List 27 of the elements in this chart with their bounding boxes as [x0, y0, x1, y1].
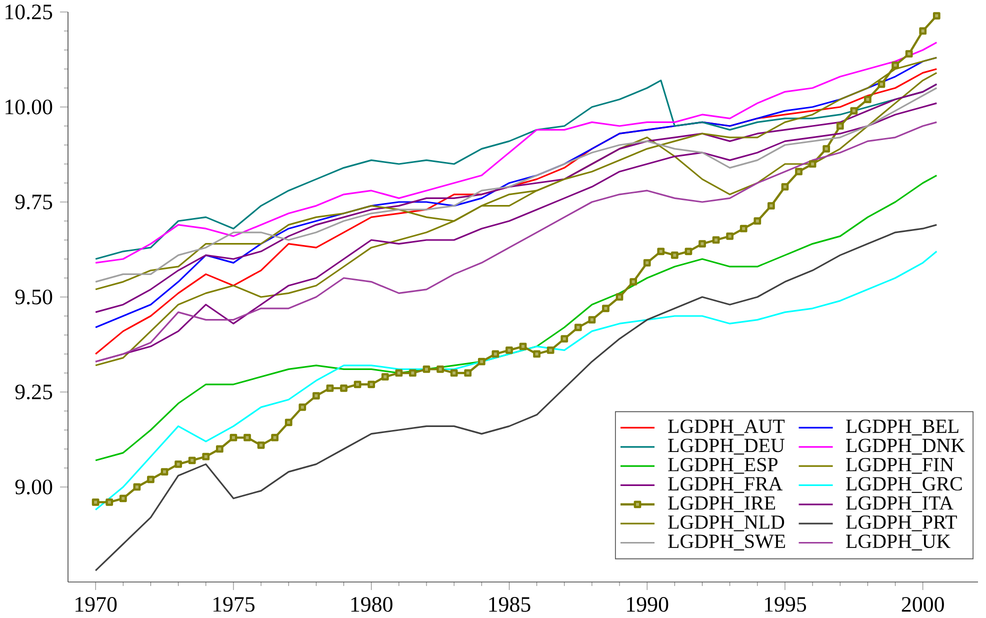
- legend-label: LGDPH_BEL: [846, 420, 958, 436]
- x-tick-label: 1990: [627, 597, 668, 612]
- legend-label: LGDPH_ITA: [846, 496, 954, 512]
- y-tick-label: 9.25: [15, 384, 52, 400]
- y-tick-label: 9.00: [15, 480, 52, 494]
- legend-label: LGDPH_PRT: [846, 515, 957, 532]
- legend-label: LGDPH_DEU: [668, 438, 784, 455]
- x-tick-label: 1975: [213, 597, 255, 612]
- legend-label: LGDPH_IRE: [668, 496, 776, 512]
- legend-label: LGDPH_AUT: [668, 420, 785, 436]
- x-tick-label: 1980: [351, 597, 392, 612]
- legend-label: LGDPH_ESP: [668, 458, 778, 474]
- y-tick-label: 10.00: [6, 100, 52, 114]
- y-tick-label: 10.25: [6, 4, 52, 20]
- legend-label: LGDPH_FIN: [846, 458, 954, 474]
- x-tick-label: 1995: [765, 597, 806, 612]
- legend-label: LGDPH_GRC: [846, 477, 962, 493]
- y-tick-label: 9.75: [15, 194, 52, 210]
- x-tick-label: 1985: [489, 597, 530, 612]
- legend-label: LGDPH_SWE: [668, 534, 786, 550]
- y-tick-label: 9.50: [15, 290, 52, 304]
- legend-label: LGDPH_DNK: [846, 438, 965, 455]
- x-tick-label: 1970: [76, 597, 117, 612]
- legend-label: LGDPH_FRA: [668, 477, 783, 493]
- legend-label: LGDPH_NLD: [668, 515, 784, 532]
- x-tick-label: 2000: [902, 597, 944, 612]
- legend-label: LGDPH_UK: [846, 534, 950, 550]
